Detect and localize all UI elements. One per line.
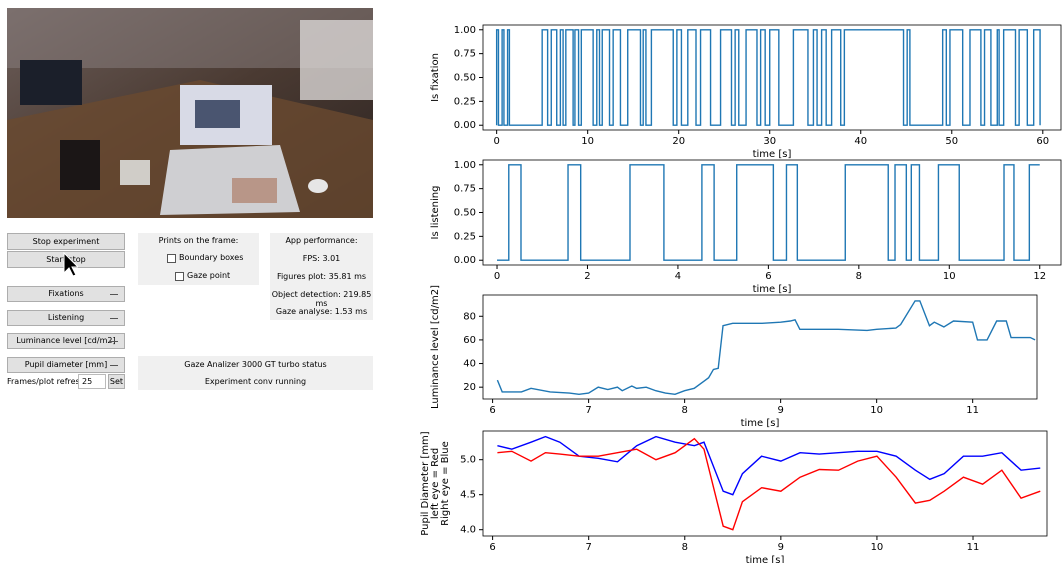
x-tick-label: 7 xyxy=(586,542,592,553)
y-tick-label: 0.25 xyxy=(454,96,476,107)
y-tick-label: 5.0 xyxy=(460,455,476,466)
status-message: Experiment conv running xyxy=(138,377,373,386)
status-title: Gaze Analizer 3000 GT turbo status xyxy=(138,360,373,369)
x-tick-label: 0 xyxy=(493,136,499,147)
checkbox[interactable] xyxy=(175,272,184,281)
prints-panel: Prints on the frame: Boundary boxes Gaze… xyxy=(138,233,259,285)
x-tick-label: 9 xyxy=(777,405,783,416)
x-tick-label: 11 xyxy=(967,542,980,553)
data-line xyxy=(497,165,1040,260)
x-tick-label: 2 xyxy=(584,271,590,282)
dropdown[interactable]: Pupil diameter [mm] xyxy=(7,357,125,373)
axes-frame xyxy=(483,160,1061,265)
x-tick-label: 8 xyxy=(682,542,688,553)
x-tick-label: 60 xyxy=(1036,136,1049,147)
x-tick-label: 8 xyxy=(681,405,687,416)
x-axis-label: time [s] xyxy=(753,149,792,160)
y-tick-label: 0.00 xyxy=(454,255,476,266)
x-tick-label: 20 xyxy=(672,136,685,147)
x-tick-label: 12 xyxy=(1033,271,1046,282)
dropdown[interactable]: Fixations xyxy=(7,286,125,302)
x-axis-label: time [s] xyxy=(753,284,792,295)
y-tick-label: 20 xyxy=(463,382,476,393)
perf-line: Gaze analyse: 1.53 ms xyxy=(270,307,373,316)
y-axis-label: Is listening xyxy=(430,186,441,240)
performance-panel: App performance: FPS: 3.01 Figures plot:… xyxy=(270,233,373,320)
y-tick-label: 80 xyxy=(463,311,476,322)
x-tick-label: 50 xyxy=(945,136,958,147)
y-tick-label: 0.50 xyxy=(454,208,476,219)
dropdown[interactable]: Luminance level [cd/m2] xyxy=(7,333,125,349)
x-tick-label: 6 xyxy=(489,542,495,553)
mouse-cursor xyxy=(62,252,78,278)
panel-title: Prints on the frame: xyxy=(138,236,259,245)
data-line xyxy=(497,301,1035,394)
stop-experiment-button[interactable]: Stop experiment xyxy=(7,233,125,250)
panel-title: App performance: xyxy=(270,236,373,245)
checkbox-label: Boundary boxes xyxy=(179,253,243,262)
refresh-input[interactable]: 25 xyxy=(78,374,106,389)
y-tick-label: 4.5 xyxy=(460,490,476,501)
x-tick-label: 10 xyxy=(943,271,956,282)
y-axis-label: Is fixation xyxy=(430,53,441,102)
refresh-label: Frames/plot refresh: xyxy=(7,376,87,388)
perf-line: FPS: 3.01 xyxy=(270,254,373,263)
x-tick-label: 10 xyxy=(871,542,884,553)
checkbox-label: Gaze point xyxy=(187,271,230,280)
x-tick-label: 30 xyxy=(763,136,776,147)
x-axis-label: time [s] xyxy=(746,555,785,563)
app-window: 0.000.250.500.751.000102030405060time [s… xyxy=(0,0,1062,563)
axes-frame xyxy=(483,431,1047,536)
y-tick-label: 0.25 xyxy=(454,231,476,242)
x-tick-label: 8 xyxy=(856,271,862,282)
set-button[interactable]: Set xyxy=(108,374,125,389)
y-tick-label: 0.00 xyxy=(454,120,476,131)
dropdown[interactable]: Listening xyxy=(7,310,125,326)
y-tick-label: 1.00 xyxy=(454,160,476,171)
x-tick-label: 0 xyxy=(494,271,500,282)
perf-line: Figures plot: 35.81 ms xyxy=(270,272,373,281)
status-panel: Gaze Analizer 3000 GT turbo status Exper… xyxy=(138,356,373,390)
axes-frame xyxy=(483,295,1037,399)
x-tick-label: 7 xyxy=(585,405,591,416)
y-tick-label: 0.75 xyxy=(454,49,476,60)
y-tick-label: 60 xyxy=(463,335,476,346)
data-line xyxy=(497,437,1040,495)
x-tick-label: 6 xyxy=(489,405,495,416)
y-tick-label: 4.0 xyxy=(460,525,476,536)
x-tick-label: 10 xyxy=(870,405,883,416)
camera-frame xyxy=(7,8,373,218)
x-axis-label: time [s] xyxy=(741,418,780,429)
data-line xyxy=(497,439,1040,530)
x-tick-label: 9 xyxy=(778,542,784,553)
y-axis-label: Luminance level [cd/m2] xyxy=(430,285,441,409)
y-tick-label: 0.50 xyxy=(454,73,476,84)
x-tick-label: 40 xyxy=(854,136,867,147)
y-tick-label: 40 xyxy=(463,359,476,370)
y-tick-label: 0.75 xyxy=(454,184,476,195)
data-line xyxy=(497,30,1040,125)
axes-frame xyxy=(483,25,1061,130)
y-tick-label: 1.00 xyxy=(454,25,476,36)
y-axis-label: Right eye = Blue xyxy=(440,441,451,526)
x-tick-label: 11 xyxy=(966,405,979,416)
checkbox[interactable] xyxy=(167,254,176,263)
x-tick-label: 4 xyxy=(675,271,681,282)
x-tick-label: 6 xyxy=(765,271,771,282)
perf-line: Object detection: 219.85 ms xyxy=(270,290,373,308)
x-tick-label: 10 xyxy=(581,136,594,147)
